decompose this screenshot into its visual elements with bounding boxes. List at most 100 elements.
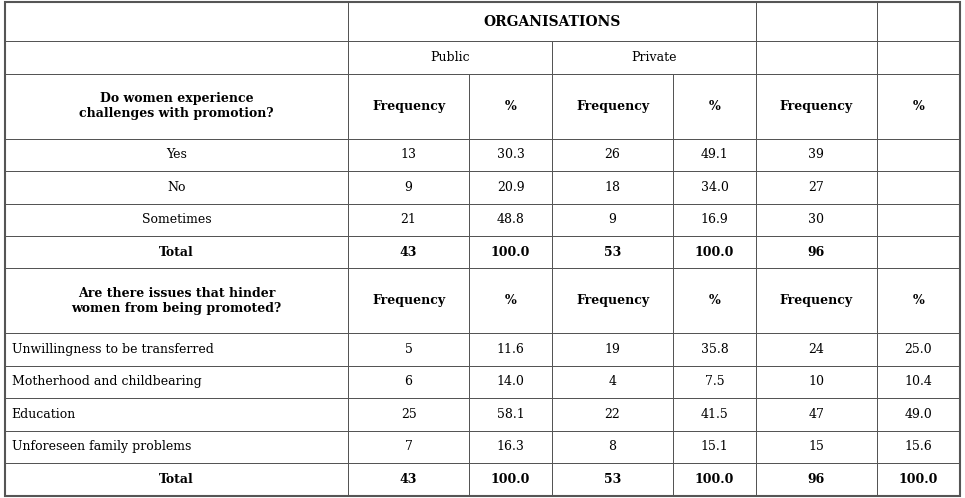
Text: 16.3: 16.3 xyxy=(497,440,525,453)
Text: 41.5: 41.5 xyxy=(701,408,729,421)
Bar xyxy=(552,139,673,171)
Text: 15: 15 xyxy=(809,440,824,453)
Text: 30.3: 30.3 xyxy=(497,148,525,161)
Text: Public: Public xyxy=(430,51,470,64)
Text: 96: 96 xyxy=(808,473,825,486)
Bar xyxy=(876,204,960,236)
Text: 100.0: 100.0 xyxy=(491,473,530,486)
Bar xyxy=(673,74,757,139)
Text: 47: 47 xyxy=(809,408,824,421)
Text: 10: 10 xyxy=(809,375,824,388)
Text: 4: 4 xyxy=(609,375,617,388)
Text: Motherhood and childbearing: Motherhood and childbearing xyxy=(12,375,202,388)
Text: %: % xyxy=(505,100,516,113)
Bar xyxy=(5,431,348,463)
Text: 100.0: 100.0 xyxy=(695,246,734,259)
Text: 9: 9 xyxy=(609,213,617,226)
Bar xyxy=(348,431,469,463)
Bar xyxy=(876,333,960,366)
Bar xyxy=(757,333,876,366)
Text: 96: 96 xyxy=(808,246,825,259)
Text: Frequency: Frequency xyxy=(372,100,445,113)
Text: 49.1: 49.1 xyxy=(701,148,729,161)
Text: Frequency: Frequency xyxy=(576,294,649,307)
Bar xyxy=(5,463,348,496)
Bar xyxy=(552,204,673,236)
Text: Private: Private xyxy=(631,51,677,64)
Bar xyxy=(552,463,673,496)
Bar xyxy=(469,204,552,236)
Bar xyxy=(673,204,757,236)
Bar xyxy=(5,2,348,41)
Text: %: % xyxy=(708,100,720,113)
Bar xyxy=(876,2,960,41)
Text: Total: Total xyxy=(159,246,194,259)
Text: 35.8: 35.8 xyxy=(701,343,729,356)
Text: 6: 6 xyxy=(404,375,413,388)
Text: 43: 43 xyxy=(400,246,417,259)
Text: 25: 25 xyxy=(400,408,417,421)
Text: 5: 5 xyxy=(404,343,413,356)
Text: 100.0: 100.0 xyxy=(898,473,938,486)
Bar xyxy=(469,366,552,398)
Bar xyxy=(757,463,876,496)
Text: 7: 7 xyxy=(404,440,413,453)
Bar xyxy=(552,74,673,139)
Text: %: % xyxy=(708,294,720,307)
Text: Frequency: Frequency xyxy=(372,294,445,307)
Bar xyxy=(876,398,960,431)
Bar xyxy=(552,41,757,74)
Bar xyxy=(348,268,469,333)
Text: %: % xyxy=(913,294,924,307)
Bar xyxy=(5,366,348,398)
Bar xyxy=(757,41,876,74)
Bar xyxy=(5,74,348,139)
Text: Yes: Yes xyxy=(166,148,187,161)
Text: 39: 39 xyxy=(809,148,824,161)
Bar xyxy=(469,463,552,496)
Bar xyxy=(673,463,757,496)
Text: Total: Total xyxy=(159,473,194,486)
Text: %: % xyxy=(505,294,516,307)
Text: 19: 19 xyxy=(605,343,620,356)
Bar xyxy=(469,431,552,463)
Bar xyxy=(348,204,469,236)
Bar xyxy=(552,366,673,398)
Bar xyxy=(757,204,876,236)
Text: Frequency: Frequency xyxy=(780,294,853,307)
Bar xyxy=(552,431,673,463)
Bar xyxy=(348,74,469,139)
Bar xyxy=(469,268,552,333)
Bar xyxy=(757,268,876,333)
Bar xyxy=(469,139,552,171)
Text: 26: 26 xyxy=(605,148,620,161)
Text: 30: 30 xyxy=(809,213,824,226)
Text: 22: 22 xyxy=(605,408,620,421)
Text: 100.0: 100.0 xyxy=(695,473,734,486)
Bar xyxy=(5,171,348,204)
Text: 43: 43 xyxy=(400,473,417,486)
Bar xyxy=(757,398,876,431)
Text: 9: 9 xyxy=(404,181,413,194)
Bar xyxy=(348,139,469,171)
Text: 49.0: 49.0 xyxy=(904,408,932,421)
Text: Unwillingness to be transferred: Unwillingness to be transferred xyxy=(12,343,213,356)
Text: Are there issues that hinder
women from being promoted?: Are there issues that hinder women from … xyxy=(71,287,282,315)
Text: 13: 13 xyxy=(400,148,417,161)
Text: No: No xyxy=(167,181,186,194)
Text: Sometimes: Sometimes xyxy=(142,213,211,226)
Bar xyxy=(673,333,757,366)
Bar xyxy=(348,171,469,204)
Bar xyxy=(757,171,876,204)
Bar xyxy=(757,366,876,398)
Bar xyxy=(469,398,552,431)
Text: Education: Education xyxy=(12,408,76,421)
Bar xyxy=(5,398,348,431)
Text: 20.9: 20.9 xyxy=(497,181,524,194)
Bar xyxy=(876,139,960,171)
Bar xyxy=(876,463,960,496)
Bar xyxy=(673,236,757,268)
Bar xyxy=(348,333,469,366)
Text: 53: 53 xyxy=(604,246,621,259)
Bar xyxy=(876,74,960,139)
